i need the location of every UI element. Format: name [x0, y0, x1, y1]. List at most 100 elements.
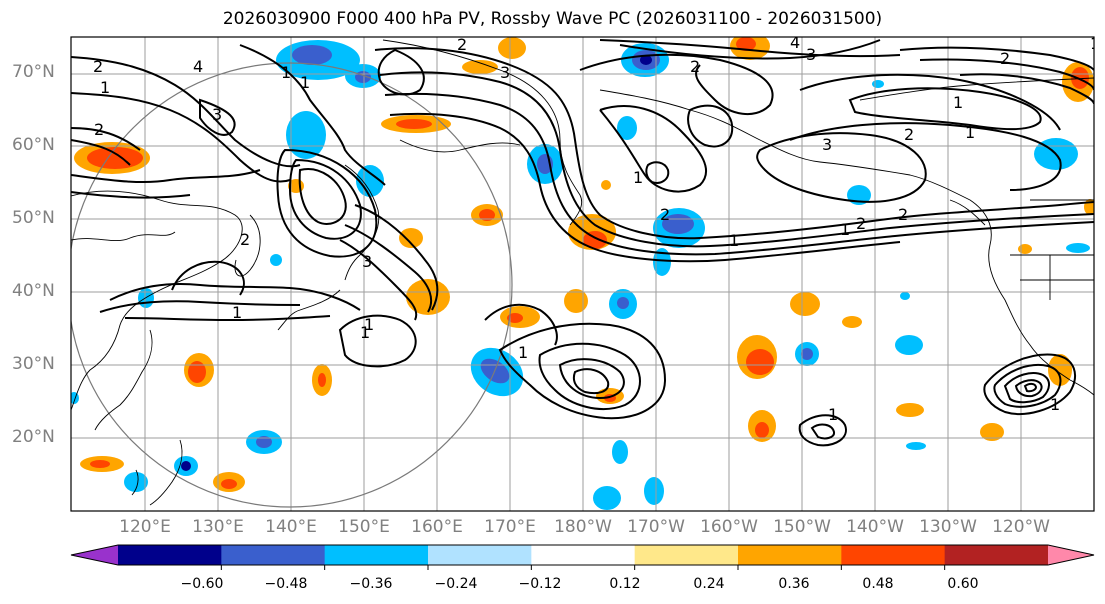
lon-label: 130°W: [919, 517, 977, 537]
pos-anomaly: [1018, 244, 1032, 254]
contour-label: 1: [828, 405, 838, 424]
pos-anomaly: [1048, 354, 1072, 386]
pos-anomaly: [188, 361, 206, 383]
colorbar-tick-label: −0.48: [264, 576, 308, 592]
neg-anomaly: [292, 45, 332, 65]
lon-label: 180°W: [554, 517, 612, 537]
contour-label: 3: [500, 63, 510, 82]
contour-label: 2: [94, 120, 104, 139]
lon-label: 130°E: [192, 517, 244, 537]
pos-anomaly: [399, 228, 423, 248]
colorbar-tick-label: −0.36: [349, 576, 393, 592]
contour-label: 3: [212, 105, 222, 124]
colorbar-segment: [531, 545, 636, 565]
colorbar-tick-label: 0.36: [778, 576, 810, 592]
contour-label: 4: [790, 33, 800, 52]
colorbar-tick-label: 0.48: [862, 576, 894, 592]
lat-label-30: 30°N: [12, 354, 55, 374]
colorbar-extend-high: [1048, 545, 1094, 565]
pv-anomaly-shading: [71, 37, 1094, 510]
lon-label: 120°E: [119, 517, 171, 537]
pos-anomaly: [87, 147, 143, 169]
neg-anomaly: [801, 348, 813, 360]
pos-anomaly: [601, 180, 611, 190]
contour-label: 1: [360, 323, 370, 342]
neg-anomaly: [900, 292, 910, 300]
neg-anomaly: [895, 335, 923, 355]
contour-label: 1: [364, 315, 374, 334]
pos-anomaly: [755, 422, 769, 438]
neg-anomaly: [612, 440, 628, 464]
contour-label: 1: [281, 63, 291, 82]
colorbar-tick-label: −0.12: [518, 576, 562, 592]
neg-anomaly: [356, 165, 384, 197]
distance-circle: [71, 62, 513, 508]
lat-label-70: 70°N: [12, 62, 55, 82]
pos-anomaly: [507, 313, 523, 323]
map-frame: [70, 36, 1095, 512]
neg-anomaly: [640, 55, 652, 65]
contour-label: 1: [100, 78, 110, 97]
colorbar-segment: [118, 545, 222, 565]
neg-anomaly: [124, 472, 148, 492]
contour-label: 2: [904, 125, 914, 144]
pos-anomaly: [90, 460, 110, 468]
neg-anomaly: [906, 442, 926, 450]
colorbar-tick-label: −0.24: [434, 576, 478, 592]
lat-label-40: 40°N: [12, 281, 55, 301]
lon-label: 150°E: [338, 517, 390, 537]
pos-anomaly: [896, 403, 924, 417]
contour-label: 2: [690, 57, 700, 76]
lon-label: 140°E: [265, 517, 317, 537]
colorbar-segment: [324, 545, 429, 565]
map-title: 2026030900 F000 400 hPa PV, Rossby Wave …: [222, 9, 883, 29]
neg-anomaly: [593, 486, 621, 510]
pos-anomaly: [498, 37, 526, 59]
lat-label-60: 60°N: [12, 135, 55, 155]
contour-label: 4: [193, 57, 203, 76]
colorbar-tick-label: 0.12: [609, 576, 641, 592]
pos-anomaly: [842, 316, 862, 328]
contour-label: 3: [822, 135, 832, 154]
neg-anomaly: [286, 111, 326, 159]
neg-anomaly: [872, 80, 884, 88]
lon-label: 160°W: [700, 517, 758, 537]
lon-label: 170°E: [484, 517, 536, 537]
colorbar-segment: [634, 545, 739, 565]
contour-label: 2: [1000, 49, 1010, 68]
contour-label: 1: [633, 168, 643, 187]
contour-label: 1: [1050, 395, 1060, 414]
colorbar-tick-label: 0.24: [693, 576, 725, 592]
contour-label: 2: [660, 205, 670, 224]
colorbar-tick-label: −0.60: [180, 576, 224, 592]
colorbar-extend-low: [71, 545, 118, 565]
contour-label: 1: [1090, 34, 1100, 53]
colorbar-segment: [841, 545, 946, 565]
contour-label: 1: [518, 343, 528, 362]
lon-label: 140°W: [846, 517, 904, 537]
contour-label: 2: [457, 35, 467, 54]
contour-label: 2: [856, 214, 866, 233]
neg-anomaly: [617, 297, 629, 309]
pos-anomaly: [221, 479, 237, 489]
contour-label: 1: [840, 220, 850, 239]
neg-anomaly: [653, 248, 671, 276]
neg-anomaly: [1066, 243, 1090, 253]
pos-anomaly: [790, 292, 820, 316]
neg-anomaly: [270, 254, 282, 266]
lon-label: 150°W: [773, 517, 831, 537]
contour-label: 1: [953, 93, 963, 112]
lon-label: 160°E: [411, 517, 463, 537]
pv-contours: [71, 39, 1094, 447]
contour-label: 1: [300, 73, 310, 92]
pos-anomaly: [479, 209, 495, 221]
contour-label: 3: [806, 45, 816, 64]
neg-anomaly: [617, 116, 637, 140]
lon-label: 120°W: [992, 517, 1050, 537]
neg-anomaly: [256, 436, 272, 448]
lat-label-50: 50°N: [12, 208, 55, 228]
contour-label: 1: [729, 231, 739, 250]
neg-anomaly: [644, 477, 664, 505]
pos-anomaly: [396, 119, 432, 129]
